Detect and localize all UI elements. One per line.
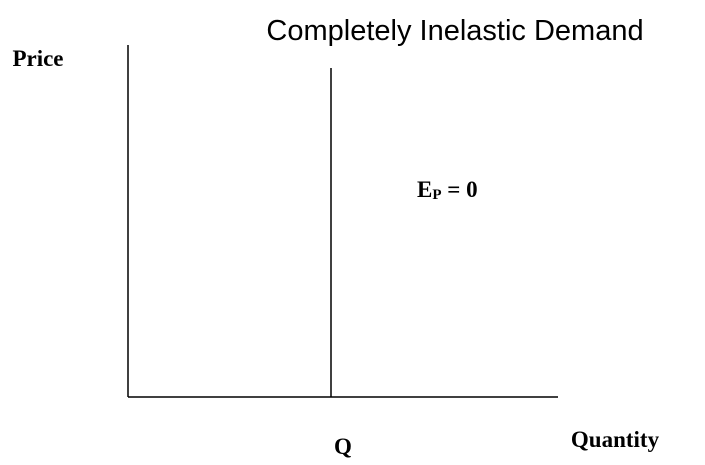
elasticity-subscript: P [432,187,441,203]
elasticity-label: EP = 0 [417,177,478,203]
elasticity-value: = 0 [442,177,478,202]
y-axis-label: Price [12,46,63,71]
elasticity-symbol: E [417,177,432,202]
quantity-marker: Q [334,434,352,459]
x-axis-label: Quantity [571,427,660,452]
title: Completely Inelastic Demand [266,15,643,47]
